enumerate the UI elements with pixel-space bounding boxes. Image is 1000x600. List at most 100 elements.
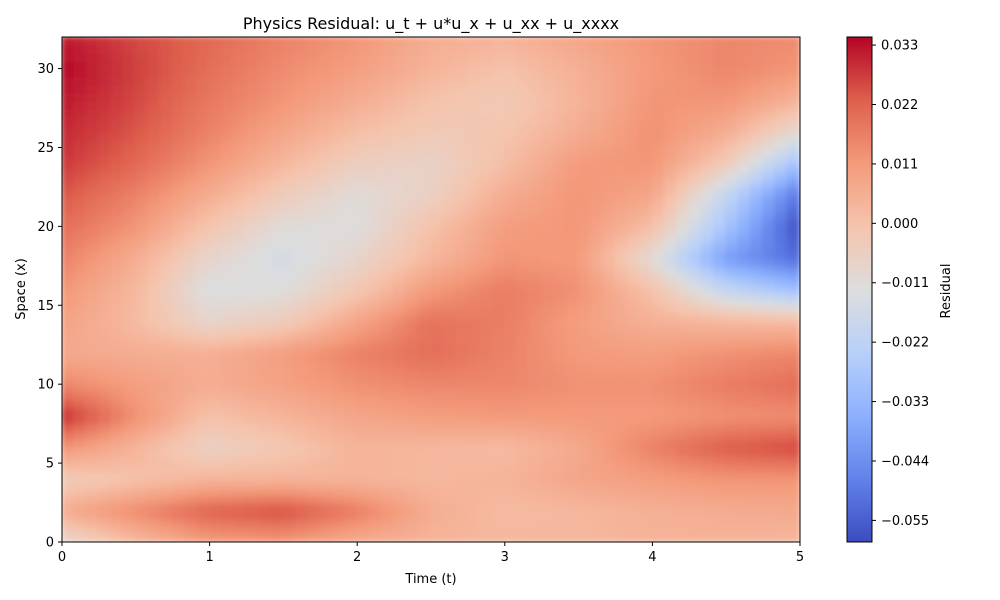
heatmap-cell xyxy=(380,335,396,346)
heatmap-cell xyxy=(233,414,248,425)
heatmap-cell xyxy=(380,367,396,378)
heatmap-cell xyxy=(331,67,346,78)
heatmap-cell xyxy=(626,154,642,165)
heatmap-cell xyxy=(565,280,580,291)
heatmap-cell xyxy=(257,75,273,86)
heatmap-cell xyxy=(454,462,469,472)
heatmap-cell xyxy=(614,272,629,283)
heatmap-cell xyxy=(651,446,666,457)
heatmap-cell xyxy=(171,359,186,370)
heatmap-cell xyxy=(294,469,309,480)
heatmap-cell xyxy=(663,477,678,488)
heatmap-cell xyxy=(245,533,260,542)
heatmap-cell xyxy=(700,138,715,149)
heatmap-cell xyxy=(257,288,273,299)
colorbar-tick-label: −0.033 xyxy=(881,395,929,410)
heatmap-cell xyxy=(676,37,691,46)
heatmap-cell xyxy=(651,335,666,346)
heatmap-cell xyxy=(516,154,531,165)
heatmap-cell xyxy=(233,241,248,252)
heatmap-cell xyxy=(319,343,334,354)
heatmap-cell xyxy=(282,154,297,165)
heatmap-cell xyxy=(368,351,383,362)
heatmap-cell xyxy=(171,138,186,149)
heatmap-cell xyxy=(651,272,666,283)
heatmap-cell xyxy=(97,241,113,252)
heatmap-cell xyxy=(614,264,629,275)
heatmap-cell xyxy=(62,477,76,488)
heatmap-cell xyxy=(700,178,715,188)
heatmap-cell xyxy=(220,122,236,133)
heatmap-cell xyxy=(368,517,383,528)
heatmap-cell xyxy=(688,146,703,157)
heatmap-cell xyxy=(393,375,408,386)
heatmap-cell xyxy=(147,446,162,457)
heatmap-cell xyxy=(589,280,605,291)
heatmap-cell xyxy=(294,296,309,307)
heatmap-cell xyxy=(700,296,715,307)
heatmap-cell xyxy=(417,320,432,330)
heatmap-cell xyxy=(405,304,420,315)
heatmap-cell xyxy=(233,398,248,409)
heatmap-cell xyxy=(208,75,223,86)
heatmap-cell xyxy=(749,446,765,457)
heatmap-cell xyxy=(196,406,211,417)
heatmap-cell xyxy=(405,162,420,173)
heatmap-cell xyxy=(307,162,322,173)
heatmap-cell xyxy=(270,367,285,378)
heatmap-cell xyxy=(110,343,125,354)
heatmap-cell xyxy=(774,517,789,528)
heatmap-cell xyxy=(651,91,666,102)
heatmap-cell xyxy=(774,493,789,504)
heatmap-cell xyxy=(540,462,555,472)
heatmap-cell xyxy=(85,209,100,220)
heatmap-cell xyxy=(62,193,76,204)
heatmap-cell xyxy=(676,446,691,457)
heatmap-cell xyxy=(503,391,519,401)
heatmap-cell xyxy=(774,343,789,354)
heatmap-cell xyxy=(319,178,334,188)
heatmap-cell xyxy=(786,201,800,212)
heatmap-cell xyxy=(626,138,642,149)
colorbar-tick-label: −0.044 xyxy=(881,454,929,469)
heatmap-cell xyxy=(577,272,592,283)
heatmap-cell xyxy=(602,249,617,259)
heatmap-cell xyxy=(171,288,186,299)
heatmap-cell xyxy=(62,209,76,220)
heatmap-cell xyxy=(602,422,617,433)
heatmap-cell xyxy=(134,91,150,102)
heatmap-cell xyxy=(220,391,236,401)
heatmap-cell xyxy=(676,67,691,78)
heatmap-cell xyxy=(589,99,605,110)
heatmap-cell xyxy=(122,375,137,386)
heatmap-cell xyxy=(331,280,346,291)
heatmap-cell xyxy=(245,398,260,409)
heatmap-cell xyxy=(589,75,605,86)
heatmap-cell xyxy=(774,241,789,252)
heatmap-cell xyxy=(516,249,531,259)
heatmap-cell xyxy=(602,462,617,472)
heatmap-cell xyxy=(208,383,223,394)
heatmap-cell xyxy=(503,296,519,307)
heatmap-cell xyxy=(700,533,715,542)
heatmap-cell xyxy=(184,525,199,536)
heatmap-cell xyxy=(184,162,199,173)
heatmap-cell xyxy=(331,430,346,441)
heatmap-cell xyxy=(270,51,285,62)
heatmap-cell xyxy=(343,241,359,252)
heatmap-cell xyxy=(528,280,543,291)
heatmap-cell xyxy=(294,256,309,267)
heatmap-cell xyxy=(553,383,568,394)
heatmap-cell xyxy=(565,162,580,173)
heatmap-cell xyxy=(282,107,297,117)
heatmap-cell xyxy=(516,256,531,267)
heatmap-cell xyxy=(270,83,285,94)
heatmap-cell xyxy=(491,493,506,504)
heatmap-cell xyxy=(405,383,420,394)
heatmap-cell xyxy=(343,312,359,323)
heatmap-cell xyxy=(454,225,469,236)
heatmap-cell xyxy=(85,99,100,110)
heatmap-cell xyxy=(159,185,174,196)
heatmap-cell xyxy=(405,201,420,212)
heatmap-cell xyxy=(479,178,494,188)
